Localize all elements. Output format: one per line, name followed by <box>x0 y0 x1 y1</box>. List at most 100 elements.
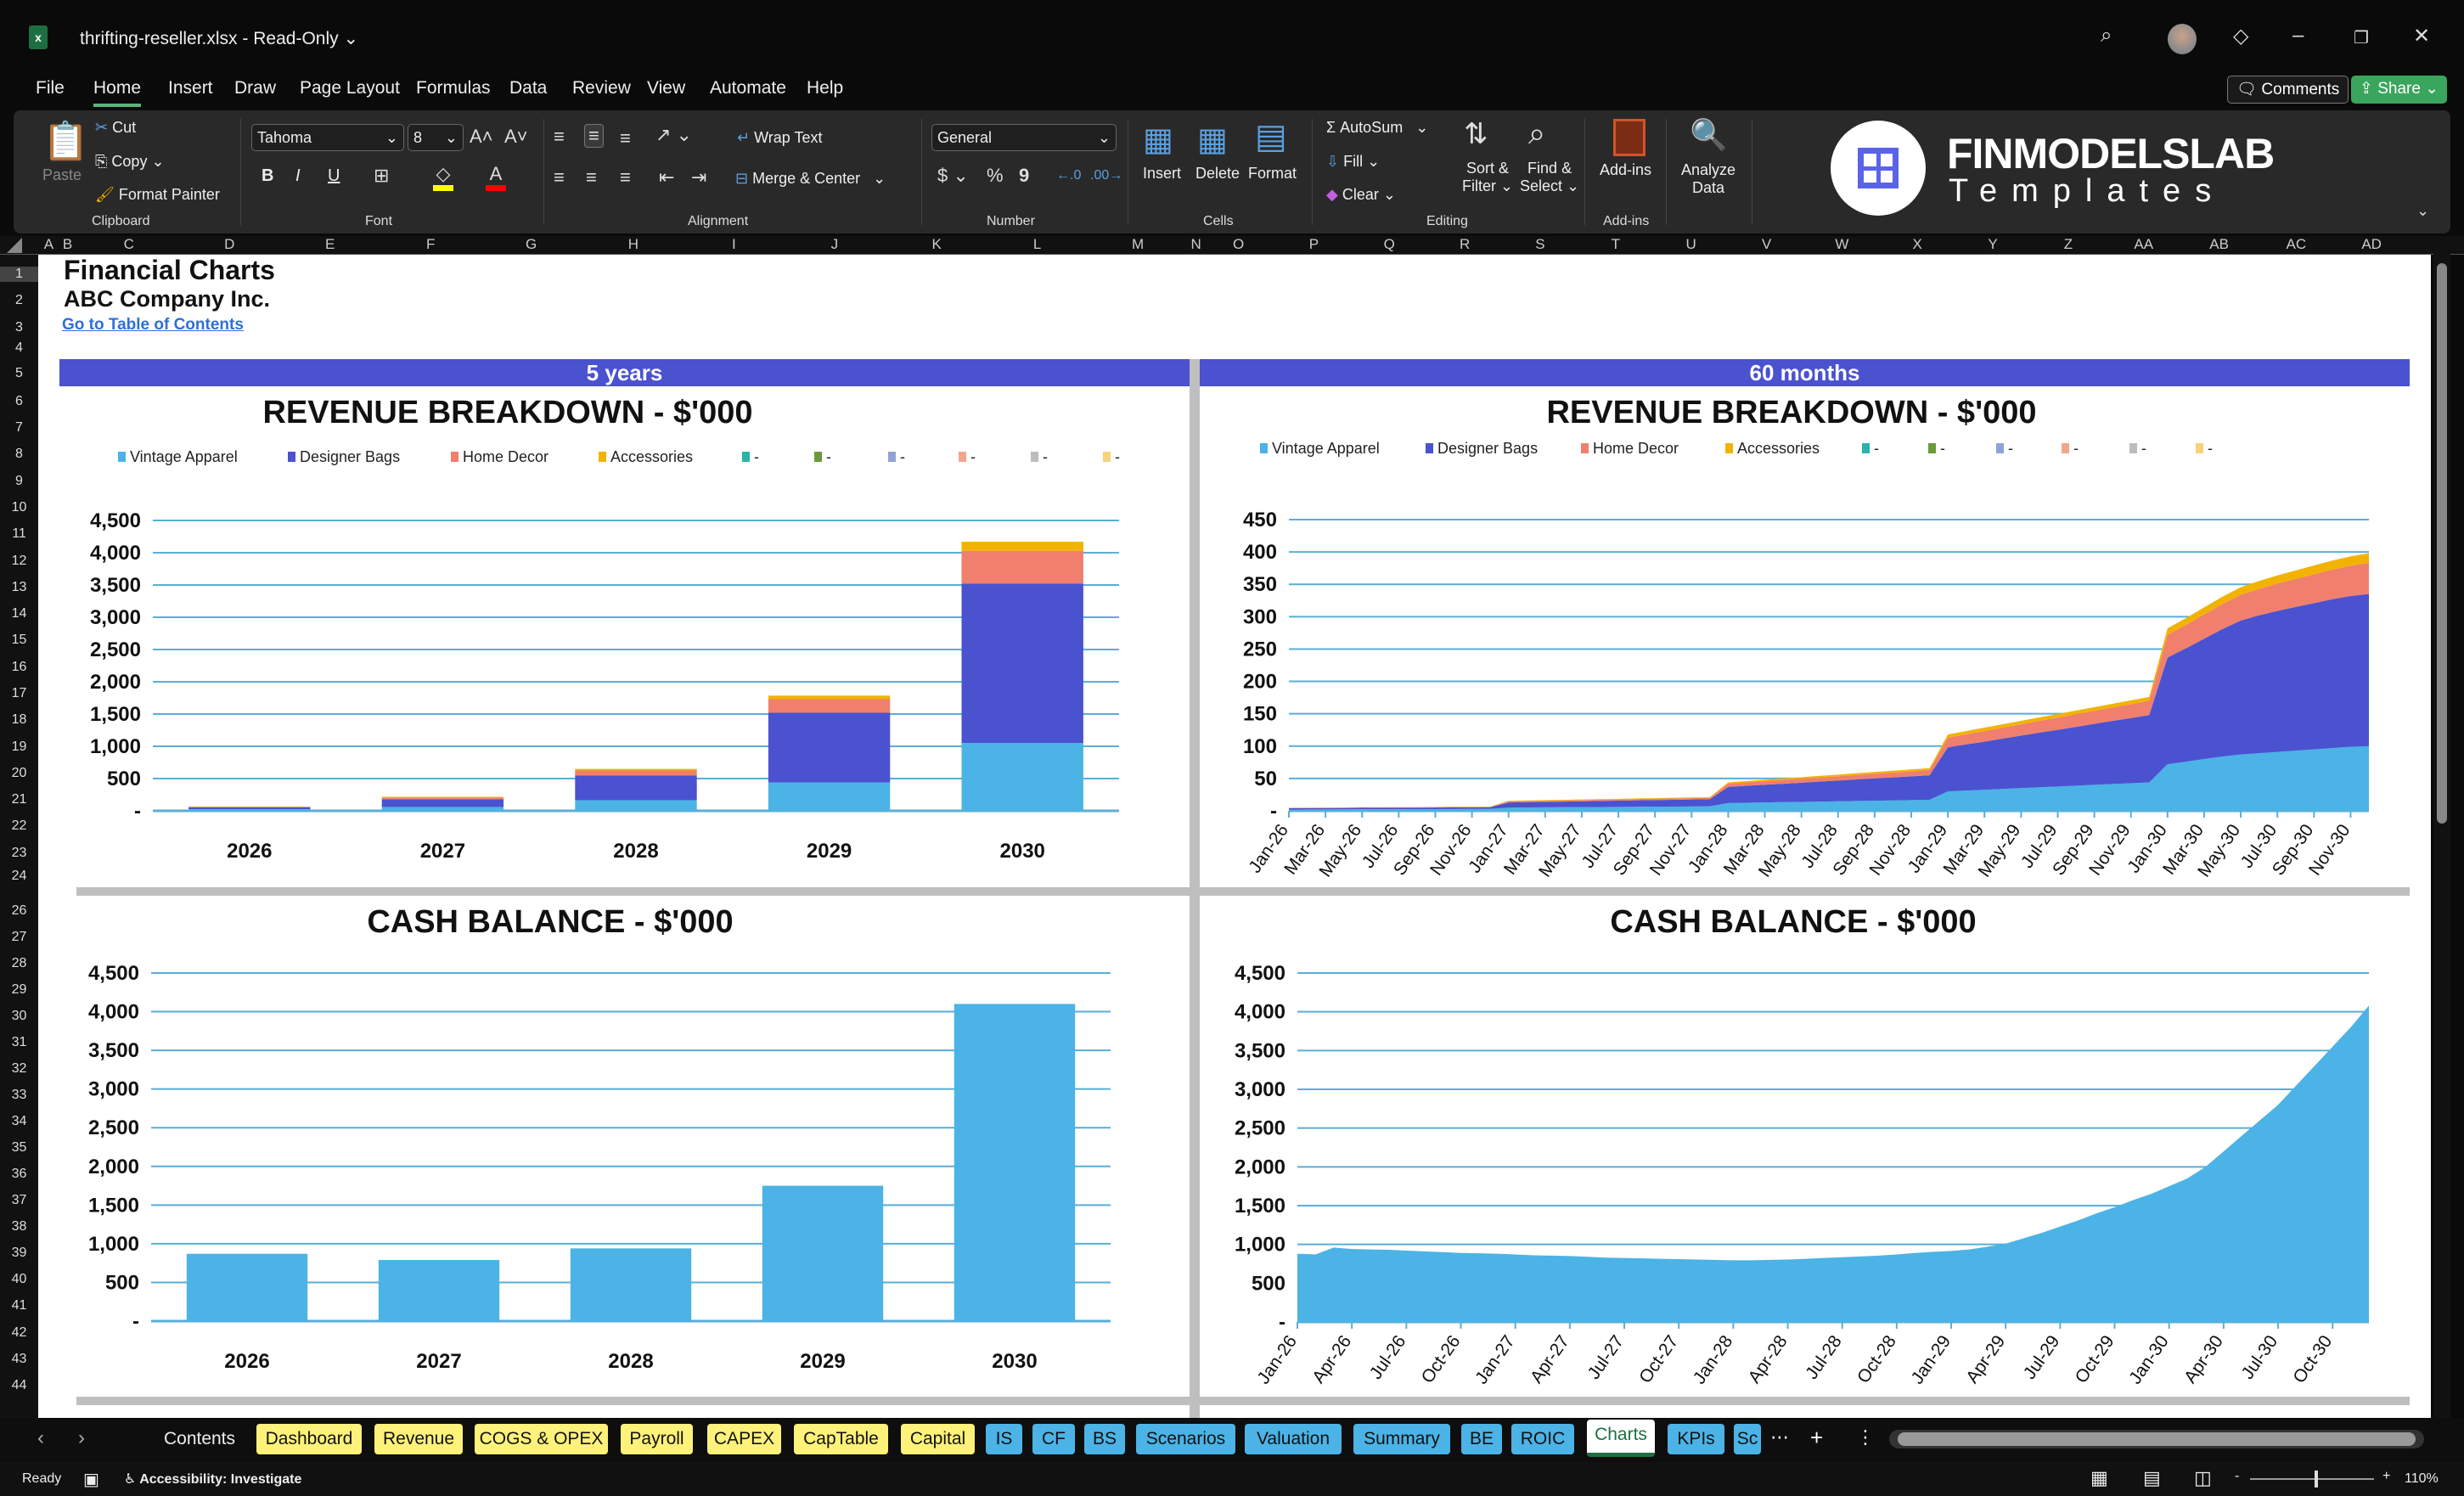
sheet-tab-bs[interactable]: BS <box>1084 1424 1125 1454</box>
number-format-select[interactable]: General ⌄ <box>931 124 1117 151</box>
font-color-icon[interactable]: A <box>486 163 506 191</box>
row-header[interactable]: 2 <box>15 293 23 308</box>
revenue-monthly-chart[interactable]: REVENUE BREAKDOWN - $'000 - 50 100 150 200 250… <box>1200 386 2410 887</box>
find-select-button[interactable]: Find & Select ⌄ <box>1520 160 1580 194</box>
row-header[interactable]: 11 <box>12 526 26 542</box>
sheet-tab-capital[interactable]: Capital <box>901 1424 975 1454</box>
more-sheets-button[interactable]: ⋯ <box>1770 1426 1789 1448</box>
row-header[interactable]: 33 <box>11 1087 27 1102</box>
borders-icon[interactable]: ⊞ <box>374 165 390 186</box>
row-header[interactable]: 18 <box>11 712 27 728</box>
row-header[interactable]: 13 <box>11 579 27 594</box>
column-header[interactable]: O <box>1232 236 1245 252</box>
row-header[interactable]: 4 <box>15 340 23 355</box>
revenue-annual-chart[interactable]: REVENUE BREAKDOWN - $'000 - 500 1,000 1,500 2… <box>59 386 1189 887</box>
diamond-icon[interactable]: ◇ <box>2233 25 2249 48</box>
underline-button[interactable]: U <box>328 166 340 185</box>
column-header[interactable]: AD <box>2361 236 2382 252</box>
column-header[interactable]: X <box>1912 236 1922 252</box>
sheet-tab-is[interactable]: IS <box>986 1424 1022 1454</box>
toc-link[interactable]: Go to Table of Contents <box>62 316 244 334</box>
row-header[interactable]: 29 <box>11 981 27 997</box>
column-header[interactable]: Q <box>1383 236 1395 252</box>
menu-tab-home[interactable]: Home <box>93 78 142 107</box>
row-header[interactable]: 34 <box>11 1114 27 1129</box>
column-header[interactable]: C <box>123 236 134 252</box>
select-all-button[interactable] <box>7 238 22 253</box>
sheet-tab-cogs-opex[interactable]: COGS & OPEX <box>475 1424 608 1454</box>
row-header[interactable]: 1 <box>0 266 38 282</box>
fill-button[interactable]: ⇩ Fill ⌄ <box>1326 153 1381 170</box>
sort-filter-icon[interactable]: ⇅ <box>1464 118 1488 150</box>
column-header[interactable]: H <box>627 236 639 252</box>
next-sheet-icon[interactable]: › <box>78 1426 85 1449</box>
row-header[interactable]: 37 <box>11 1193 27 1208</box>
row-header[interactable]: 36 <box>11 1167 27 1182</box>
column-header[interactable]: D <box>224 236 235 252</box>
row-header[interactable]: 8 <box>15 447 23 462</box>
close-icon[interactable]: ✕ <box>2413 25 2431 48</box>
row-header[interactable]: 43 <box>11 1351 27 1366</box>
row-header[interactable]: 12 <box>11 553 27 568</box>
scroll-thumb[interactable] <box>1898 1432 2416 1446</box>
column-header[interactable]: A <box>43 236 54 252</box>
row-header[interactable]: 17 <box>11 685 27 700</box>
align-left-icon[interactable]: ≡ <box>554 166 565 188</box>
sheet-tab-sc[interactable]: Sc <box>1734 1424 1761 1454</box>
decrease-decimal-icon[interactable]: .00→ <box>1090 168 1123 183</box>
column-header[interactable]: G <box>526 236 537 252</box>
sheet-tab-scenarios[interactable]: Scenarios <box>1136 1424 1235 1454</box>
macro-icon[interactable]: ▣ <box>83 1471 99 1489</box>
menu-tab-view[interactable]: View <box>647 78 686 98</box>
row-header[interactable]: 7 <box>15 420 23 436</box>
row-header[interactable]: 22 <box>11 818 27 834</box>
sheet-tab-revenue[interactable]: Revenue <box>374 1424 463 1454</box>
row-header[interactable]: 28 <box>11 955 27 970</box>
column-header[interactable]: Z <box>2063 236 2073 252</box>
align-bottom-icon[interactable]: ≡ <box>620 127 631 149</box>
worksheet[interactable] <box>38 255 2431 1418</box>
sheet-tab-summary[interactable]: Summary <box>1353 1424 1450 1454</box>
align-center-icon[interactable]: ≡ <box>586 166 597 188</box>
menu-tab-file[interactable]: File <box>36 78 65 98</box>
row-header[interactable]: 27 <box>11 929 27 944</box>
sheet-tab-dashboard[interactable]: Dashboard <box>256 1424 362 1454</box>
column-header[interactable]: R <box>1459 236 1471 252</box>
column-header[interactable]: E <box>325 236 335 252</box>
row-header[interactable]: 6 <box>15 393 23 408</box>
normal-view-icon[interactable]: ▦ <box>2090 1467 2108 1488</box>
increase-font-icon[interactable]: A˄ <box>470 126 493 147</box>
format-painter-button[interactable]: 🖌 Format Painter <box>95 186 220 204</box>
column-header[interactable]: W <box>1835 236 1849 252</box>
row-header[interactable]: 39 <box>11 1246 27 1261</box>
insert-cells-icon[interactable]: ▦ <box>1143 122 1173 158</box>
avatar[interactable] <box>2168 24 2197 54</box>
currency-button[interactable]: $ ⌄ <box>937 165 969 186</box>
column-header[interactable]: S <box>1535 236 1545 252</box>
page-layout-view-icon[interactable]: ▤ <box>2143 1467 2161 1488</box>
row-header[interactable]: 30 <box>11 1008 27 1023</box>
row-header[interactable]: 16 <box>11 659 27 674</box>
sheet-tab-captable[interactable]: CapTable <box>794 1424 888 1454</box>
orientation-icon[interactable]: ↗ ⌄ <box>655 124 692 145</box>
menu-tab-page-layout[interactable]: Page Layout <box>300 78 400 98</box>
cash-annual-chart[interactable]: CASH BALANCE - $'000 - 500 1,000 1,500 2,000 2… <box>59 896 1189 1397</box>
menu-tab-data[interactable]: Data <box>509 78 548 98</box>
fill-color-icon[interactable]: ◇ <box>433 163 453 191</box>
decrease-font-icon[interactable]: A˅ <box>504 126 528 147</box>
percent-button[interactable]: % <box>987 165 1004 186</box>
insert-cells-button[interactable]: Insert <box>1143 165 1182 182</box>
collapse-ribbon-icon[interactable]: ⌄ <box>2416 202 2430 219</box>
comments-button[interactable]: 🗨 Comments <box>2227 76 2349 104</box>
zoom-out-button[interactable]: - <box>2235 1469 2240 1483</box>
row-header[interactable]: 26 <box>11 903 27 918</box>
column-header[interactable]: I <box>732 236 736 252</box>
delete-cells-icon[interactable]: ▦ <box>1197 122 1228 158</box>
accessibility-button[interactable]: ♿ Accessibility: Investigate <box>124 1471 301 1488</box>
row-header[interactable]: 32 <box>11 1060 27 1076</box>
column-header[interactable]: F <box>425 236 436 252</box>
column-header[interactable]: N <box>1190 236 1201 252</box>
row-header[interactable]: 42 <box>11 1324 27 1340</box>
row-header[interactable]: 23 <box>11 845 27 860</box>
bold-button[interactable]: B <box>262 166 274 185</box>
